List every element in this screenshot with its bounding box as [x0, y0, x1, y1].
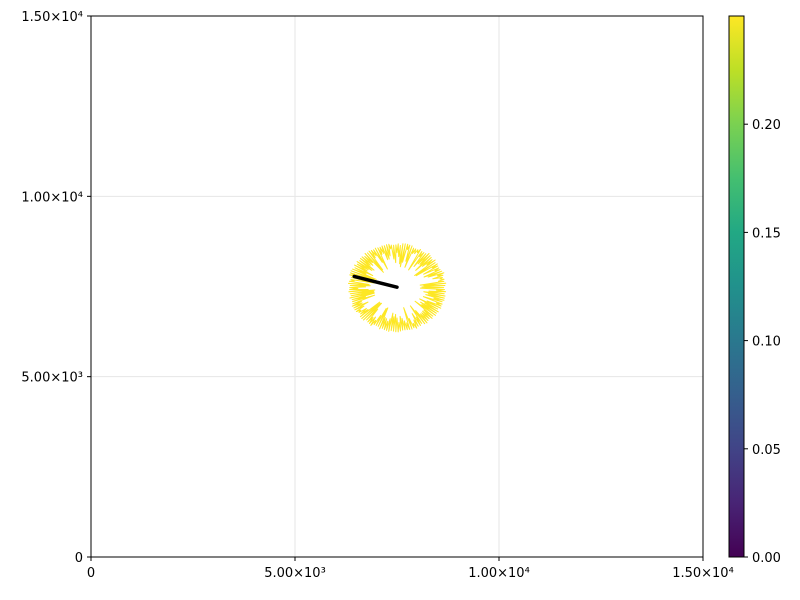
colorbar-tick-label: 0.05 — [752, 443, 781, 458]
colorbar-tick-label: 0.15 — [752, 226, 781, 241]
data-layer — [348, 243, 447, 333]
x-tick-label: 5.00×10³ — [264, 566, 326, 581]
ring-series — [348, 243, 447, 333]
x-tick-label: 0 — [87, 566, 95, 581]
trajectory-series — [352, 274, 399, 289]
colorbar-gradient — [728, 15, 745, 558]
colorbar-tick-label: 0.10 — [752, 335, 781, 350]
colorbar-tick-label: 0.00 — [752, 551, 781, 566]
colorbar-tick-label: 0.20 — [752, 118, 781, 133]
plot-frame — [90, 15, 704, 558]
y-tick-label: 1.50×10⁴ — [21, 10, 83, 25]
x-tick-label: 1.50×10⁴ — [672, 566, 734, 581]
y-tick-label: 5.00×10³ — [21, 371, 83, 386]
x-axis: 0 5.00×10³ 1.00×10⁴ 1.50×10⁴ — [87, 557, 734, 581]
x-tick-label: 1.00×10⁴ — [468, 566, 530, 581]
y-tick-label: 0 — [75, 551, 83, 566]
y-axis: 0 5.00×10³ 1.00×10⁴ 1.50×10⁴ — [21, 10, 91, 566]
y-tick-label: 1.00×10⁴ — [21, 190, 83, 205]
colorbar: 0.00 0.05 0.10 0.15 0.20 — [728, 15, 781, 566]
